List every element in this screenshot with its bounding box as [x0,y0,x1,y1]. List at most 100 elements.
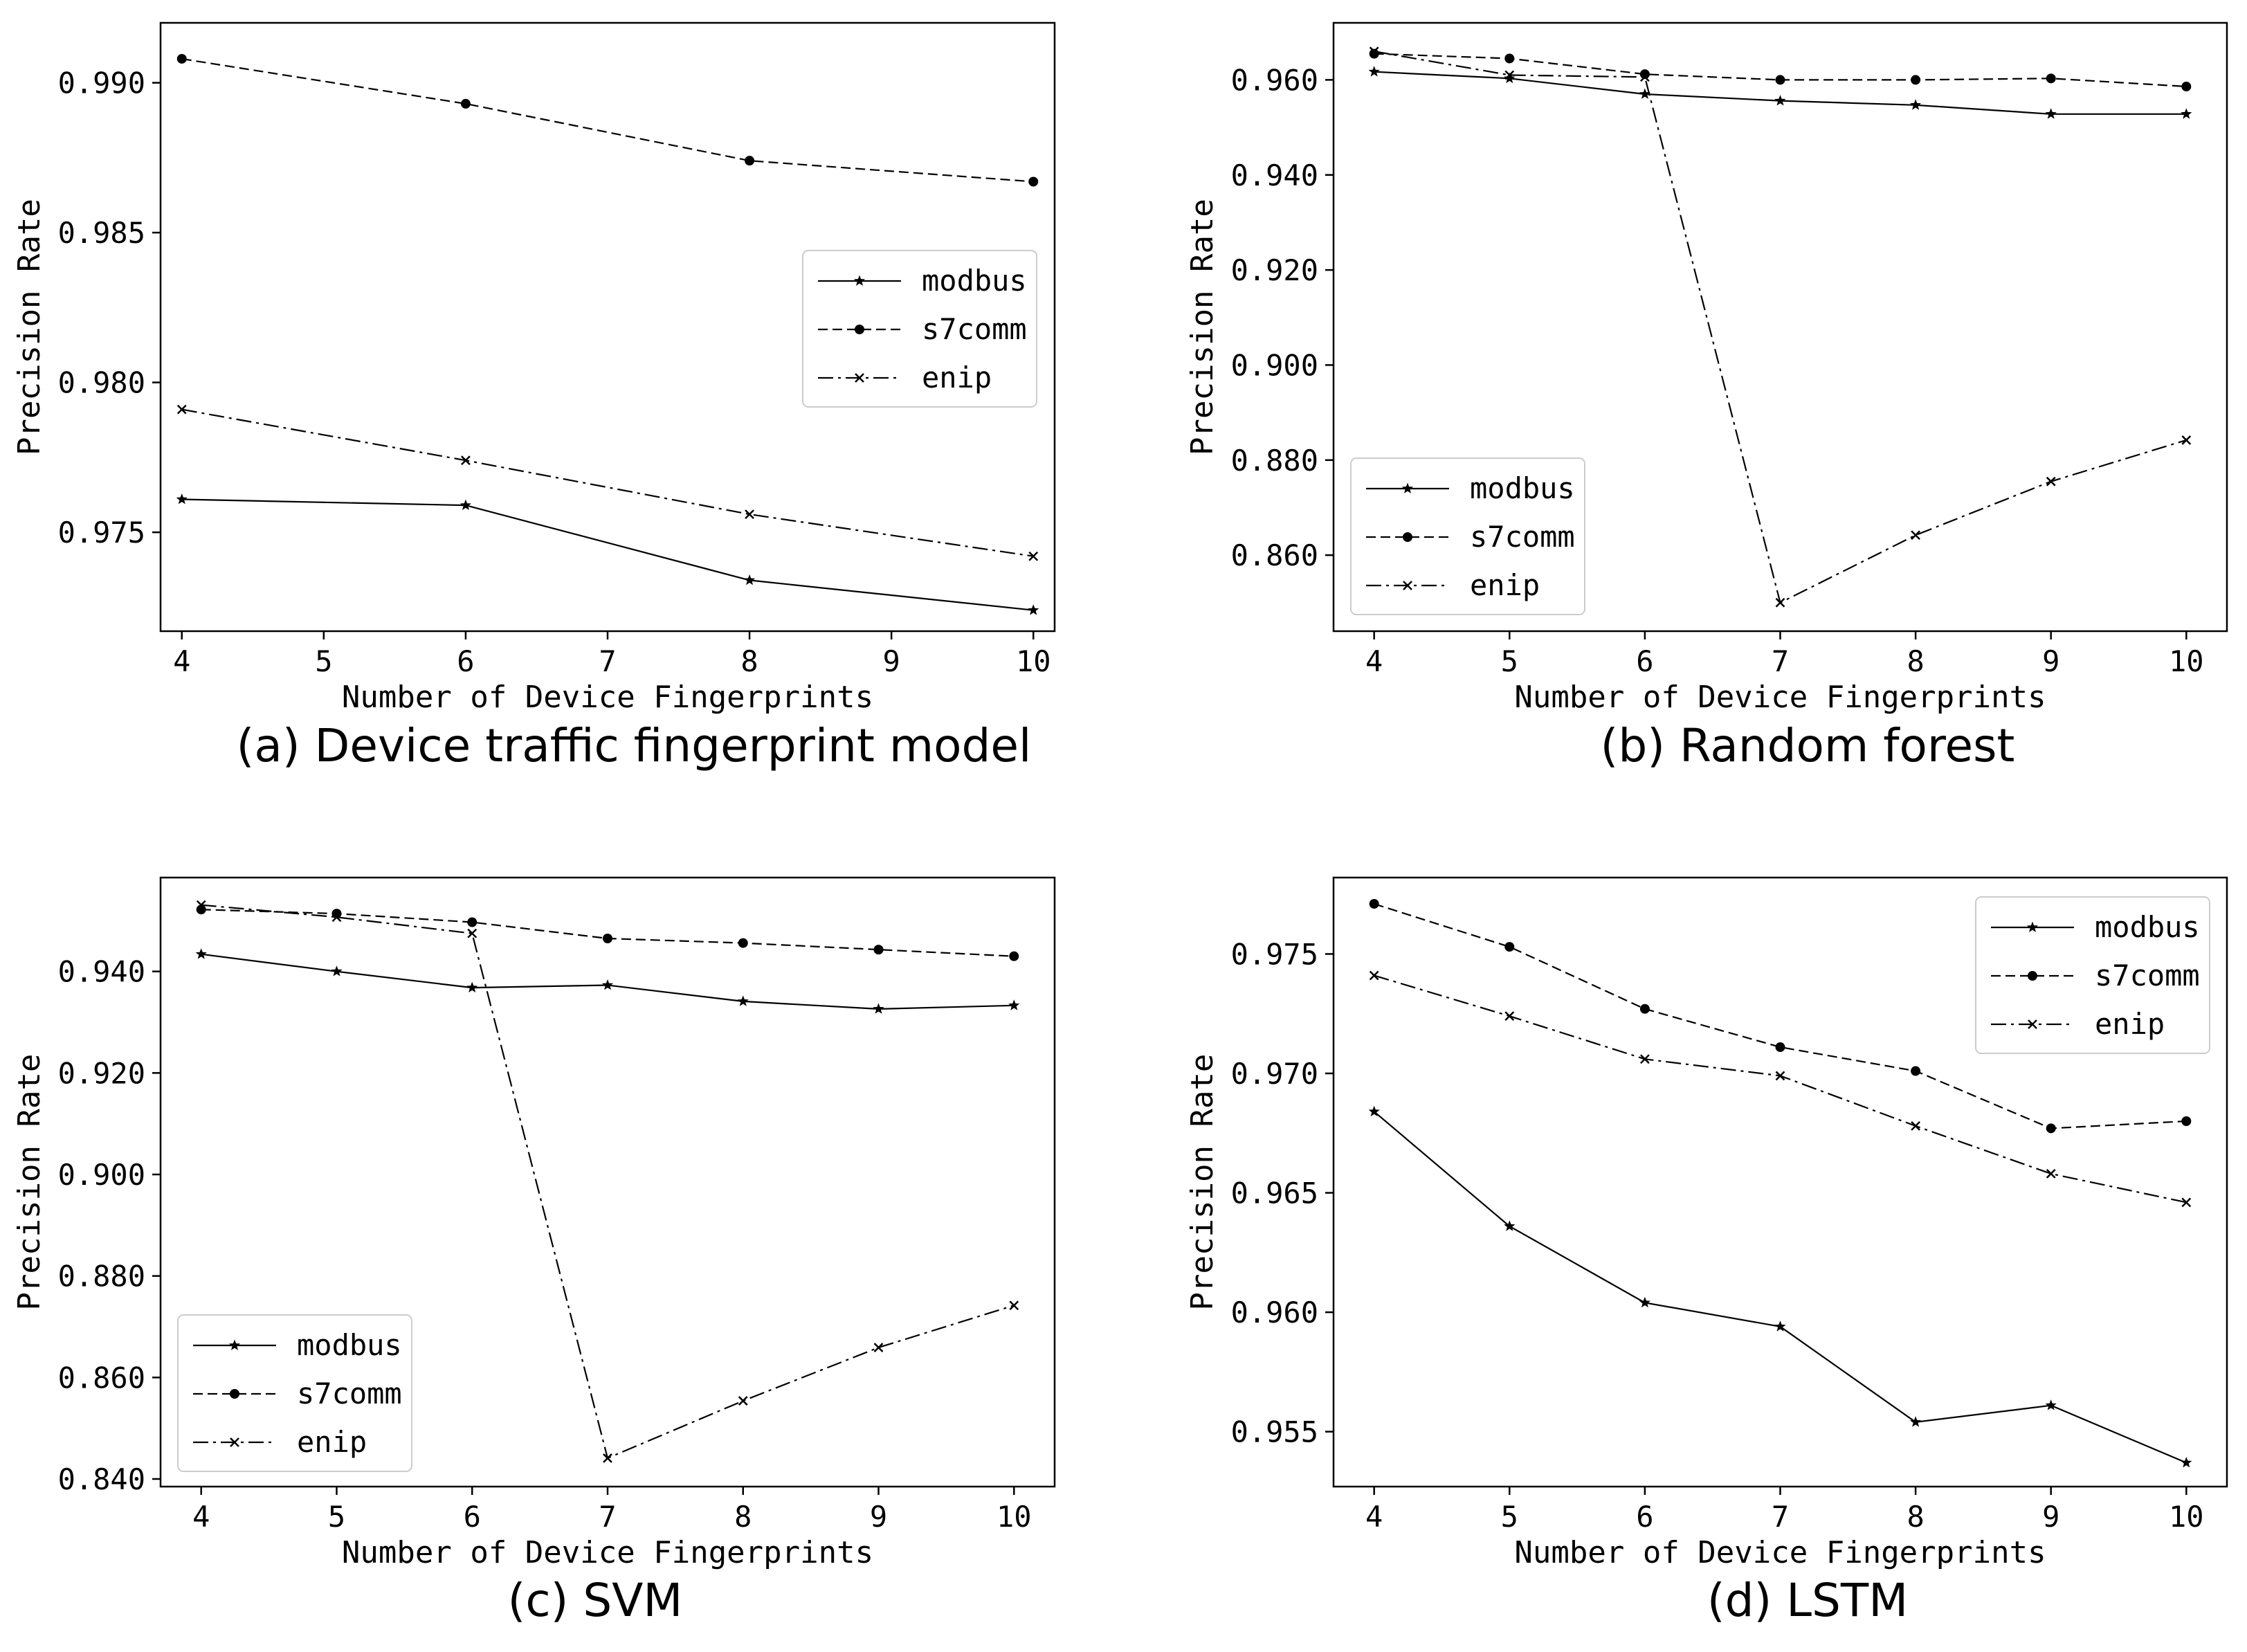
x-tick-label: 8 [740,644,758,678]
data-point-enip [176,404,187,415]
series-enip [1369,46,2192,608]
data-point-s7comm [1504,942,1515,952]
y-tick-label: 0.985 [58,216,145,250]
data-point-s7comm [603,934,612,943]
x-tick-label: 6 [457,644,474,678]
data-point-modbus [466,981,478,992]
series-modbus [195,948,1020,1014]
data-point-enip [1504,1011,1515,1022]
data-point-modbus [1774,95,1786,106]
data-point-enip [603,1453,612,1463]
x-tick-label: 7 [599,644,616,678]
data-point-s7comm [2046,1123,2056,1134]
data-point-modbus [2181,108,2192,119]
data-point-enip [745,509,754,520]
series-enip [196,900,1019,1463]
legend-marker-enip [1403,581,1412,590]
y-tick-label: 0.900 [1231,348,1318,382]
legend: modbus s7comm enip [802,250,1037,408]
data-point-modbus [601,979,614,990]
x-tick-label: 6 [464,1500,481,1534]
legend-marker-modbus [853,275,866,286]
legend-marker-enip [230,1437,239,1447]
legend-marker-modbus [228,1339,241,1350]
x-tick-label: 8 [1907,1500,1924,1534]
data-point-modbus [2045,108,2057,119]
legend-marker-s7comm [855,325,864,334]
chart-panel-2: 4 5 6 7 8 9 10 0.860 0.880 0.900 0.920 0.940 0.960 Nu… [1185,21,2228,772]
data-point-s7comm [2046,73,2056,84]
x-tick-label: 5 [315,644,332,678]
data-point-s7comm [176,53,187,64]
data-point-modbus [1368,66,1380,77]
y-tick-label: 0.990 [58,66,145,100]
data-point-s7comm [1369,898,1379,909]
data-point-s7comm [1911,75,1921,85]
series-line-s7comm [181,57,1034,183]
legend-label-enip: enip [922,361,992,394]
data-point-modbus [1368,1105,1380,1117]
legend-marker-s7comm [2028,971,2037,981]
data-point-enip [1775,1071,1785,1081]
data-point-enip [2046,476,2056,487]
chart-panel-4: 4 5 6 7 8 9 10 0.955 0.960 0.965 0.970 0.975 Number … [1185,876,2228,1627]
data-point-s7comm [1639,1004,1650,1014]
data-point-enip [1911,530,1920,541]
x-tick-label: 9 [2042,1500,2059,1534]
y-tick-label: 0.965 [1231,1177,1318,1210]
y-tick-label: 0.975 [58,516,145,550]
x-tick-label: 6 [1636,644,1653,678]
y-tick-label: 0.975 [1231,937,1318,971]
data-point-enip [1028,551,1039,561]
y-tick-label: 0.980 [58,366,145,400]
data-point-s7comm [331,909,342,919]
legend-label-s7comm: s7comm [1470,520,1575,554]
y-tick-label: 0.920 [1231,253,1318,287]
series-enip [1369,970,2192,1208]
data-point-s7comm [2181,82,2192,92]
y-tick-label: 0.960 [1231,63,1318,97]
y-tick-label: 0.880 [58,1260,145,1294]
data-point-modbus [331,965,343,977]
legend-marker-modbus [2026,921,2039,932]
x-tick-label: 4 [192,1500,210,1534]
legend-label-modbus: modbus [1470,471,1575,505]
data-point-enip [196,900,206,910]
legend-marker-s7comm [1403,532,1412,542]
x-tick-label: 9 [870,1500,887,1534]
x-tick-label: 8 [1907,644,1924,678]
data-point-s7comm [1775,75,1785,85]
data-point-modbus [2181,1457,2192,1468]
y-tick-label: 0.920 [58,1056,145,1090]
x-tick-label: 7 [599,1500,616,1534]
legend-box [1975,896,2210,1054]
data-point-modbus [195,948,207,959]
series-modbus [176,493,1039,615]
x-tick-label: 4 [1365,1500,1383,1534]
legend: modbus s7comm enip [177,1314,412,1472]
data-point-enip [2181,1197,2192,1208]
data-point-enip [1640,72,1650,82]
data-point-enip [738,1396,748,1406]
y-tick-label: 0.880 [1231,444,1318,478]
x-tick-label: 5 [1501,644,1518,678]
data-point-s7comm [1028,176,1039,187]
y-tick-label: 0.940 [58,955,145,989]
legend-label-modbus: modbus [297,1328,402,1362]
data-point-enip [2181,435,2192,445]
x-tick-label: 8 [734,1500,752,1534]
data-point-enip [1775,597,1785,608]
y-tick-label: 0.900 [58,1158,145,1192]
y-axis-label: Precision Rate [1185,1054,1220,1311]
data-point-modbus [1504,72,1516,84]
legend-marker-enip [2028,1019,2037,1029]
legend-box [177,1314,412,1472]
data-point-modbus [1910,1416,1922,1427]
y-tick-label: 0.955 [1231,1415,1318,1449]
series-modbus [1368,66,2192,119]
data-point-s7comm [1911,1066,1921,1076]
data-point-s7comm [1009,951,1019,961]
series-s7comm [196,905,1019,961]
y-tick-label: 0.860 [58,1361,145,1395]
